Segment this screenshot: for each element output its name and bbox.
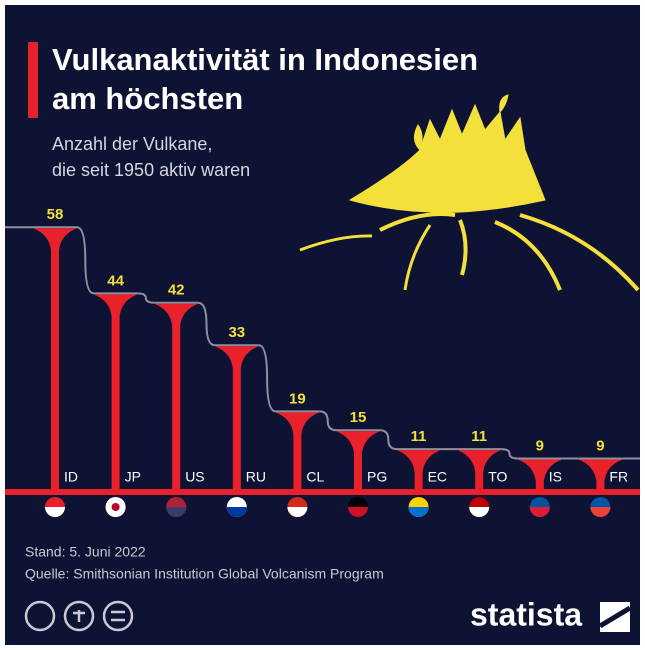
- step-connector: [76, 226, 94, 295]
- flag: [105, 507, 126, 517]
- value-label: 58: [47, 206, 64, 223]
- flag: [226, 507, 247, 517]
- flag: [469, 507, 490, 517]
- volcano-illustration: [299, 94, 640, 292]
- step-connector: [258, 344, 276, 413]
- title-accent: [28, 42, 38, 118]
- flag: [348, 507, 368, 517]
- step-connector: [198, 301, 215, 347]
- baseline: [5, 489, 640, 495]
- step-connector: [501, 448, 518, 460]
- value-label: 33: [228, 324, 245, 341]
- flag: [45, 507, 65, 517]
- brand: statista: [470, 596, 582, 632]
- value-label: 11: [471, 428, 487, 445]
- step-connector: [319, 410, 337, 432]
- bar: [275, 412, 320, 492]
- bar: [457, 450, 502, 492]
- value-label: 15: [350, 409, 367, 426]
- category-label: FR: [609, 469, 628, 485]
- bar: [396, 450, 441, 492]
- category-label: CL: [306, 469, 324, 485]
- flag: [166, 507, 187, 517]
- bar: [214, 346, 259, 492]
- background: [5, 5, 640, 645]
- subtitle: Anzahl der Vulkane,: [52, 134, 212, 154]
- category-label: RU: [246, 469, 266, 485]
- chart-title: Vulkanaktivität in Indonesien: [52, 42, 478, 77]
- bar: [336, 431, 380, 492]
- category-label: US: [185, 469, 204, 485]
- category-label: TO: [488, 469, 507, 485]
- flag: [590, 507, 611, 517]
- value-label: 9: [596, 437, 604, 454]
- flag: [408, 507, 429, 517]
- bar: [93, 294, 138, 492]
- license-icons: [24, 600, 134, 632]
- category-label: EC: [428, 469, 447, 485]
- value-label: 42: [168, 282, 185, 299]
- value-label: 9: [536, 437, 544, 454]
- value-label: 44: [107, 272, 124, 289]
- flag: [529, 507, 550, 517]
- step-connector: [137, 292, 155, 304]
- source-note: Quelle: Smithsonian Institution Global V…: [25, 566, 384, 582]
- bar: [33, 228, 77, 493]
- category-label: PG: [367, 469, 387, 485]
- brand-icon: [598, 605, 632, 629]
- value-label: 19: [289, 390, 306, 407]
- value-label: 11: [411, 428, 427, 445]
- chart-title: am höchsten: [52, 81, 243, 116]
- category-label: ID: [64, 469, 78, 485]
- flag: [111, 503, 120, 511]
- bar: [517, 459, 562, 492]
- subtitle: die seit 1950 aktiv waren: [52, 160, 250, 180]
- step-connector: [379, 429, 397, 451]
- category-label: IS: [549, 469, 562, 485]
- category-label: JP: [125, 469, 141, 485]
- flag: [287, 507, 308, 517]
- bar: [578, 459, 623, 492]
- date-note: Stand: 5. Juni 2022: [25, 544, 146, 560]
- bar: [154, 303, 199, 492]
